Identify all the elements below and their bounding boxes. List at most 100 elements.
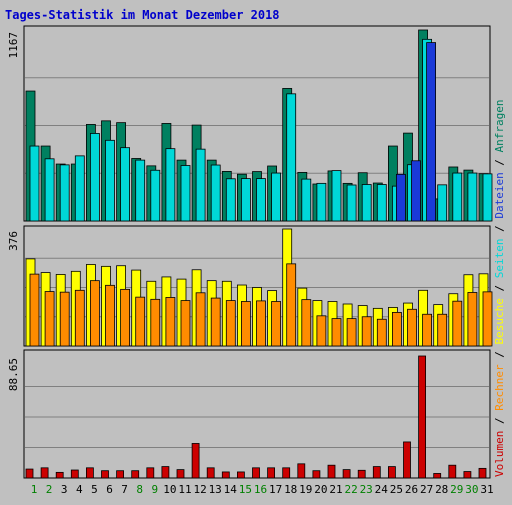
x-tick-label: 22 <box>344 483 357 496</box>
bar-rechner-day-19 <box>301 299 312 347</box>
x-tick-label: 17 <box>269 483 282 496</box>
legend-separator: / <box>493 219 506 239</box>
bar-rechner-day-16 <box>256 300 266 347</box>
bar-seiten-day-9 <box>150 169 161 222</box>
bar-seiten-day-2 <box>44 158 55 222</box>
bar-volumen-day-10 <box>161 466 170 479</box>
bar-volumen-day-24 <box>372 466 381 479</box>
bar-rechner-day-23 <box>361 316 372 347</box>
bar-rechner-day-15 <box>240 301 251 347</box>
x-tick-label: 9 <box>151 483 158 496</box>
bar-rechner-day-9 <box>150 298 161 347</box>
x-tick-label: 18 <box>284 483 297 496</box>
bar-rechner-day-6 <box>105 284 115 347</box>
bar-seiten-day-10 <box>165 148 176 222</box>
bar-volumen-day-13 <box>206 467 215 479</box>
bar-rechner-day-26 <box>407 308 417 347</box>
bar-volumen-day-29 <box>448 464 457 479</box>
bar-seiten-day-1 <box>29 145 40 222</box>
bar-seiten-day-28 <box>437 184 448 222</box>
bar-seiten-day-24 <box>376 184 387 222</box>
bar-seiten-day-15 <box>240 178 251 222</box>
bar-volumen-day-15 <box>236 471 245 479</box>
bar-seiten-day-18 <box>286 93 297 222</box>
x-tick-label: 24 <box>375 483 389 496</box>
bar-volumen-day-8 <box>131 470 140 479</box>
bar-volumen-day-2 <box>40 467 49 479</box>
bar-rechner-day-22 <box>346 318 357 347</box>
bar-volumen-day-22 <box>342 469 351 479</box>
bar-volumen-day-20 <box>312 470 321 479</box>
bar-rechner-day-25 <box>391 311 402 347</box>
x-tick-label: 2 <box>46 483 53 496</box>
x-tick-label: 28 <box>435 483 448 496</box>
chart-legend: Volumen / Rechner / Besuche / Seiten / D… <box>493 99 506 477</box>
bar-seiten-day-6 <box>105 139 115 222</box>
bar-seiten-day-22 <box>346 184 357 222</box>
bar-volumen-day-19 <box>297 463 306 479</box>
bar-rechner-day-21 <box>331 318 342 347</box>
bar-seiten-day-14 <box>225 178 236 222</box>
y-max-label: 1167 <box>7 32 20 59</box>
bar-dateien-day-25 <box>395 173 406 222</box>
bar-volumen-day-18 <box>282 467 291 479</box>
bar-dateien-day-27 <box>426 42 437 222</box>
x-tick-label: 23 <box>360 483 373 496</box>
bar-volumen-day-30 <box>463 471 472 479</box>
bar-seiten-day-17 <box>271 172 282 222</box>
x-tick-label: 11 <box>178 483 191 496</box>
bar-seiten-day-11 <box>180 165 191 222</box>
bar-volumen-day-16 <box>252 467 260 479</box>
plot-area <box>23 349 491 479</box>
bar-rechner-day-30 <box>467 292 478 347</box>
bar-rechner-day-14 <box>225 300 236 347</box>
x-tick-label: 29 <box>450 483 463 496</box>
legend-separator: / <box>493 345 506 365</box>
x-tick-label: 12 <box>193 483 206 496</box>
panel-3: 88.65 <box>7 349 491 479</box>
x-tick-label: 1 <box>31 483 38 496</box>
bar-seiten-day-7 <box>120 147 130 222</box>
x-axis-labels: 1 2 3 4 5 6 7 8 9 10 11 12 13 14 15 16 17 18 19 20 21 22 23 24 2… <box>31 483 494 496</box>
bar-rechner-day-4 <box>74 289 85 347</box>
bar-volumen-day-5 <box>86 467 94 479</box>
bar-rechner-day-28 <box>437 313 448 347</box>
bar-seiten-day-29 <box>452 172 463 222</box>
bar-seiten-day-16 <box>256 178 266 222</box>
bar-seiten-day-19 <box>301 178 312 222</box>
bar-rechner-day-17 <box>271 301 282 347</box>
bar-rechner-day-13 <box>210 297 221 347</box>
x-tick-label: 20 <box>314 483 327 496</box>
x-tick-label: 14 <box>224 483 238 496</box>
bar-volumen-day-21 <box>327 464 336 479</box>
x-tick-label: 6 <box>106 483 113 496</box>
x-tick-label: 13 <box>209 483 222 496</box>
x-tick-label: 19 <box>299 483 312 496</box>
x-tick-label: 4 <box>76 483 83 496</box>
bar-volumen-day-31 <box>478 467 487 479</box>
bar-seiten-day-8 <box>135 159 146 222</box>
x-tick-label: 26 <box>405 483 418 496</box>
x-tick-label: 5 <box>91 483 98 496</box>
legend-dateien: Dateien <box>493 172 506 218</box>
bar-volumen-day-6 <box>101 470 109 479</box>
bar-volumen-day-7 <box>116 470 124 479</box>
x-tick-label: 27 <box>420 483 433 496</box>
panel-1: 1167 <box>7 25 493 222</box>
bar-seiten-day-12 <box>195 148 206 222</box>
bar-rechner-day-29 <box>452 300 463 347</box>
bar-rechner-day-3 <box>59 291 70 347</box>
bar-rechner-day-11 <box>180 300 191 347</box>
x-tick-label: 25 <box>390 483 403 496</box>
bar-volumen-day-1 <box>25 468 34 479</box>
bar-seiten-day-3 <box>59 164 70 222</box>
x-tick-label: 8 <box>136 483 143 496</box>
x-tick-label: 16 <box>254 483 267 496</box>
bar-volumen-day-25 <box>387 466 396 479</box>
bar-seiten-day-4 <box>74 155 85 222</box>
bar-rechner-day-18 <box>286 263 297 347</box>
chart-panels: 1167 376 88.65 <box>7 25 493 479</box>
bar-volumen-day-3 <box>55 471 64 479</box>
